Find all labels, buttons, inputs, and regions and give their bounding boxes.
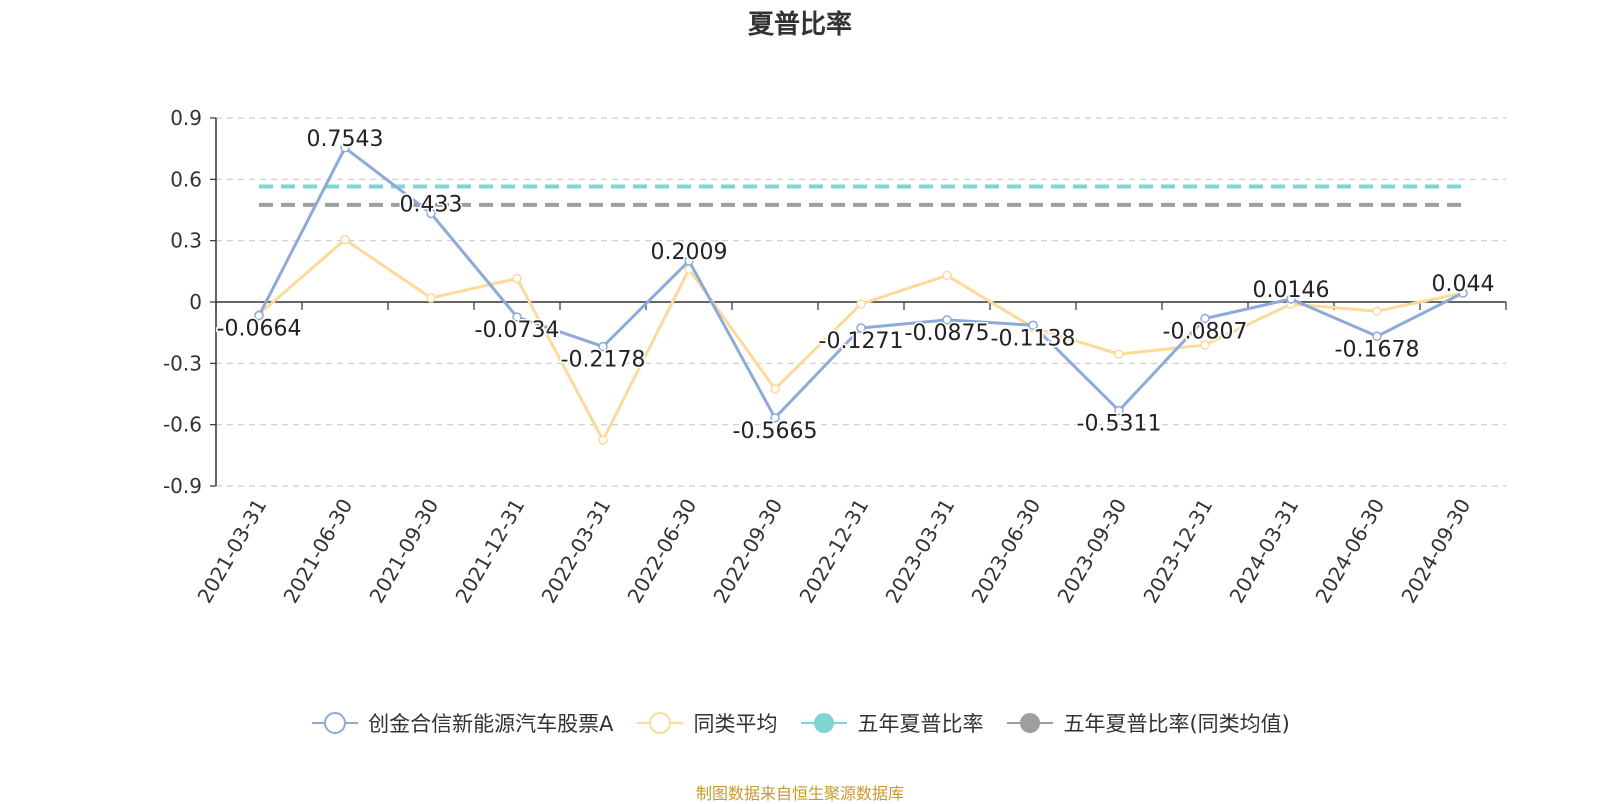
- fund-data-point: [942, 315, 952, 325]
- fund-data-label: -0.2178: [561, 348, 646, 373]
- x-tick-label: 2022-09-30: [708, 495, 787, 608]
- peer-average-data-point: [942, 270, 952, 281]
- legend-item-fund[interactable]: 创金合信新能源汽车股票A: [310, 708, 613, 738]
- fund-data-label: 0.7543: [307, 127, 384, 152]
- legend-item-five-year-sharpe[interactable]: 五年夏普比率: [799, 708, 983, 738]
- fund-data-label: 0.044: [1432, 272, 1495, 297]
- x-tick-label: 2024-06-30: [1310, 495, 1389, 608]
- fund-data-label: -0.0734: [475, 318, 560, 343]
- fund-data-label: -0.5665: [733, 419, 818, 444]
- x-tick-label: 2023-03-31: [880, 495, 959, 608]
- fund-data-point: [1028, 320, 1038, 331]
- x-tick-label: 2024-03-31: [1224, 495, 1303, 608]
- x-tick-label: 2021-03-31: [192, 495, 271, 608]
- x-tick-label: 2023-09-30: [1052, 495, 1131, 608]
- source-note: 制图数据来自恒生聚源数据库: [695, 784, 904, 803]
- peer-average-data-point: [1200, 340, 1210, 350]
- y-tick-label: 0.6: [170, 167, 202, 191]
- y-tick-label: 0.9: [170, 106, 202, 130]
- fund-data-label: 0.2009: [651, 240, 728, 265]
- x-tick-label: 2024-09-30: [1396, 495, 1475, 608]
- peer-average-data-point: [598, 435, 608, 445]
- x-tick-label: 2022-12-31: [794, 495, 873, 608]
- fund-data-point: [770, 413, 780, 423]
- peer-average-data-point: [1114, 349, 1124, 359]
- peer-average-data-point: [426, 293, 436, 303]
- x-tick-label: 2021-12-31: [450, 495, 529, 608]
- y-tick-label: -0.6: [163, 413, 202, 437]
- peer-average-data-point: [856, 299, 866, 309]
- fund-data-point: [856, 323, 866, 333]
- y-tick-label: 0.3: [170, 229, 202, 253]
- x-tick-label: 2023-12-31: [1138, 495, 1217, 608]
- legend-marker-fund: [312, 712, 359, 734]
- fund-data-point: [684, 256, 694, 266]
- chart-title: 夏普比率: [747, 10, 852, 40]
- fund-data-label: -0.5311: [1077, 412, 1162, 437]
- y-tick-label: 0: [189, 290, 202, 314]
- legend-label-peer-average: 同类平均: [693, 712, 778, 736]
- legend-item-peer-average[interactable]: 同类平均: [635, 708, 777, 738]
- fund-data-label: -0.0807: [1163, 319, 1248, 344]
- legend-label-five-year-sharpe-peer: 五年夏普比率(同类均值): [1063, 712, 1290, 736]
- fund-data-point: [1458, 288, 1468, 298]
- legend-marker-five-year-sharpe-peer: [1007, 713, 1054, 733]
- x-tick-label: 2022-06-30: [622, 495, 701, 608]
- peer-average-data-point: [1372, 306, 1382, 316]
- legend-marker-five-year-sharpe: [801, 713, 848, 733]
- fund-data-point: [512, 312, 522, 322]
- fund-data-label: -0.1138: [991, 326, 1076, 351]
- x-tick-label: 2021-06-30: [278, 495, 357, 608]
- fund-data-point: [1200, 313, 1210, 324]
- fund-data-point: [340, 143, 350, 153]
- fund-data-label: -0.0664: [217, 317, 302, 342]
- fund-data-point: [1372, 331, 1382, 342]
- legend-marker-peer-average: [637, 712, 684, 734]
- x-tick-label: 2022-03-31: [536, 495, 615, 608]
- peer-average-data-point: [770, 384, 780, 394]
- fund-data-label: -0.1271: [819, 329, 904, 354]
- peer-average-data-point: [512, 273, 522, 284]
- legend-item-five-year-sharpe-peer[interactable]: 五年夏普比率(同类均值): [1005, 708, 1290, 738]
- y-tick-label: -0.9: [163, 474, 202, 498]
- fund-data-label: 0.433: [400, 192, 463, 217]
- fund-data-label: 0.0146: [1253, 278, 1330, 303]
- x-tick-label: 2021-09-30: [364, 495, 443, 608]
- fund-data-label: -0.0875: [905, 321, 990, 346]
- legend-label-five-year-sharpe: 五年夏普比率: [857, 712, 984, 736]
- fund-data-point: [254, 310, 264, 321]
- peer-average-data-point: [340, 234, 350, 245]
- fund-data-point: [1286, 294, 1296, 304]
- x-tick-label: 2023-06-30: [966, 495, 1045, 608]
- fund-data-point: [1114, 405, 1124, 416]
- chart-legend: 创金合信新能源汽车股票A 同类平均 五年夏普比率 五年夏普比率(同类均值): [0, 706, 1600, 740]
- fund-data-point: [598, 341, 608, 352]
- fund-data-label: -0.1678: [1335, 337, 1420, 362]
- legend-label-fund: 创金合信新能源汽车股票A: [368, 712, 614, 736]
- fund-data-point: [426, 208, 436, 219]
- y-tick-label: -0.3: [163, 351, 202, 375]
